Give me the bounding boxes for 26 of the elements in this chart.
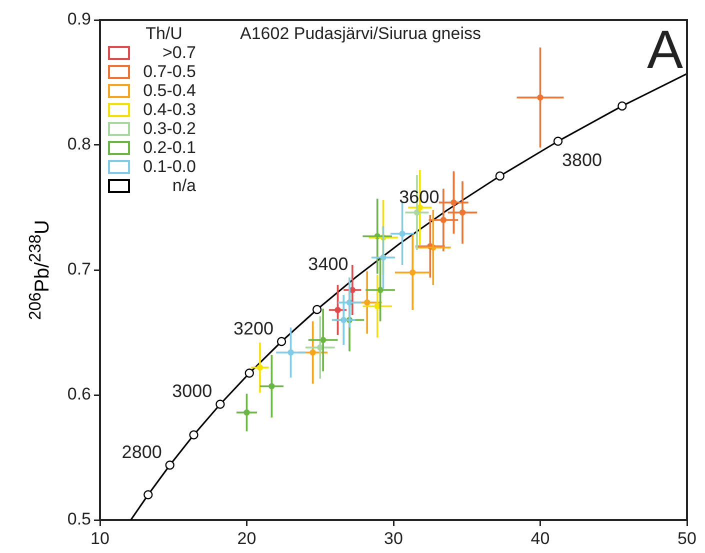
x-tick-label: 50 — [678, 528, 696, 548]
chart-title: A1602 Pudasjärvi/Siurua gneiss — [240, 24, 481, 44]
x-tick-label: 30 — [384, 528, 403, 548]
annotation: 2800 — [122, 442, 162, 462]
legend-label: 0.3-0.2 — [142, 119, 196, 138]
annotation: 3000 — [172, 381, 212, 402]
annotation: A — [646, 20, 683, 80]
y-tick-label: 0.5 — [67, 510, 91, 529]
annotation: 3400 — [308, 254, 348, 274]
y-tick-label: 0.9 — [67, 10, 91, 29]
legend-label: 0.4-0.3 — [142, 100, 196, 119]
legend-label: n/a — [171, 176, 196, 195]
x-tick-label: 40 — [530, 528, 550, 548]
y-tick-label: 0.7 — [67, 260, 91, 279]
y-tick-label: 0.6 — [67, 384, 91, 404]
x-tick-label: 10 — [90, 528, 110, 548]
annotation: 3800 — [562, 150, 602, 170]
legend-label: >0.7 — [161, 43, 196, 62]
y-tick-label: 0.8 — [67, 134, 91, 154]
x-tick-label: 20 — [237, 528, 256, 548]
annotation: 3200 — [233, 318, 274, 338]
legend-title: Th/U — [144, 24, 184, 43]
legend-label: 0.7-0.5 — [142, 62, 196, 81]
legend-label: 0.2-0.1 — [142, 138, 196, 157]
legend-label: 0.1-0.0 — [142, 157, 196, 176]
legend-label: 0.5-0.4 — [142, 81, 196, 100]
